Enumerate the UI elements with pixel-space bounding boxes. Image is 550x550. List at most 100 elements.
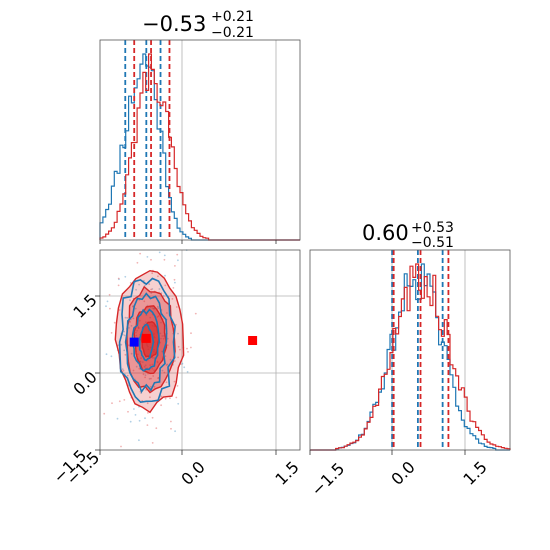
scatter-point <box>164 355 167 357</box>
scatter-point <box>138 419 141 422</box>
scatter-point <box>134 307 137 310</box>
scatter-point <box>138 319 141 322</box>
scatter-point <box>177 332 179 335</box>
histogram-series-2 <box>99 53 300 241</box>
scatter-point <box>116 417 119 420</box>
scatter-point <box>161 335 164 337</box>
scatter-point <box>175 396 178 399</box>
scatter-point <box>108 293 111 296</box>
scatter-point <box>139 252 142 255</box>
scatter-point <box>124 275 127 278</box>
panel-frame <box>309 249 511 451</box>
scatter-point <box>151 416 154 419</box>
scatter-point <box>177 402 180 405</box>
scatter-point <box>129 420 132 423</box>
scatter-point <box>138 439 140 442</box>
scatter-point <box>160 337 162 340</box>
scatter-point <box>144 417 146 420</box>
scatter-point <box>105 305 107 308</box>
scatter-point <box>124 316 127 319</box>
title-param-2: 0.60 <box>362 221 409 245</box>
scatter-point <box>163 371 166 374</box>
scatter-point <box>175 323 177 326</box>
scatter-point <box>123 399 126 401</box>
title-param-1-plus: +0.21 <box>211 9 254 25</box>
scatter-point <box>165 381 168 384</box>
scatter-point <box>117 284 120 287</box>
scatter-point <box>153 357 156 359</box>
scatter-point <box>176 253 179 256</box>
y-tick-label: 0.0 <box>69 367 100 398</box>
scatter-point <box>110 355 113 358</box>
scatter-point <box>144 284 146 287</box>
scatter-point <box>157 315 160 318</box>
scatter-point <box>151 288 154 290</box>
scatter-point <box>166 363 169 366</box>
scatter-point <box>169 358 172 361</box>
histogram-series-2 <box>310 263 511 451</box>
scatter-point <box>149 396 151 399</box>
x-tick-label: 1.5 <box>271 457 302 488</box>
scatter-point <box>138 367 141 370</box>
scatter-point <box>141 361 144 363</box>
scatter-point <box>152 375 155 377</box>
scatter-point <box>163 258 166 261</box>
scatter-point <box>174 281 176 284</box>
marginal-panel-param-2: −1.5 0.0 1.5 <box>307 249 511 500</box>
scatter-point <box>144 364 147 367</box>
marginal-panel-param-1 <box>99 39 301 244</box>
contour-level-series-1 <box>118 277 176 404</box>
scatter-point <box>142 373 145 376</box>
scatter-point <box>123 330 125 333</box>
title-param-1-minus: −0.21 <box>211 25 254 41</box>
scatter-point <box>194 312 197 315</box>
scatter-point <box>166 337 169 340</box>
scatter-point <box>123 334 126 337</box>
scatter-point <box>164 284 167 287</box>
scatter-point <box>127 410 129 413</box>
scatter-point <box>166 344 169 347</box>
scatter-point <box>144 374 147 377</box>
scatter-point <box>149 385 152 388</box>
scatter-point <box>124 353 127 356</box>
scatter-point <box>159 332 162 335</box>
scatter-point <box>140 357 142 359</box>
joint-panel: −1.5 0.0 1.5 −1.5 0.0 1.5 <box>49 249 303 489</box>
scatter-point <box>132 369 135 372</box>
scatter-point <box>123 349 126 352</box>
scatter-point <box>143 300 146 303</box>
scatter-point <box>143 365 146 368</box>
scatter-point <box>149 316 152 319</box>
scatter-point <box>177 356 180 359</box>
scatter-point <box>118 309 121 311</box>
scatter-point <box>105 353 108 356</box>
scatter-point <box>121 368 124 370</box>
scatter-point <box>136 261 139 264</box>
scatter-point <box>151 356 154 359</box>
scatter-point <box>150 258 152 261</box>
scatter-point <box>157 307 160 310</box>
scatter-point <box>135 288 138 291</box>
scatter-point <box>132 317 135 320</box>
scatter-point <box>160 404 163 407</box>
scatter-point <box>150 292 153 295</box>
scatter-point <box>176 385 179 387</box>
scatter-point <box>122 369 125 372</box>
x-tick-label: 1.5 <box>459 457 490 488</box>
scatter-point <box>160 321 162 324</box>
scatter-point <box>126 317 129 319</box>
x-tick-label: −1.5 <box>307 459 348 500</box>
scatter-point <box>130 352 133 355</box>
scatter-point <box>164 274 166 277</box>
scatter-point <box>164 397 167 400</box>
scatter-point <box>151 307 154 309</box>
scatter-point <box>109 307 111 310</box>
title-param-1: −0.53 <box>142 12 206 36</box>
scatter-point <box>186 347 188 350</box>
scatter-point <box>148 377 151 380</box>
panel-frame <box>99 39 301 241</box>
scatter-point <box>173 380 176 383</box>
scatter-point <box>156 360 159 363</box>
contour-level-series-1 <box>124 292 168 394</box>
